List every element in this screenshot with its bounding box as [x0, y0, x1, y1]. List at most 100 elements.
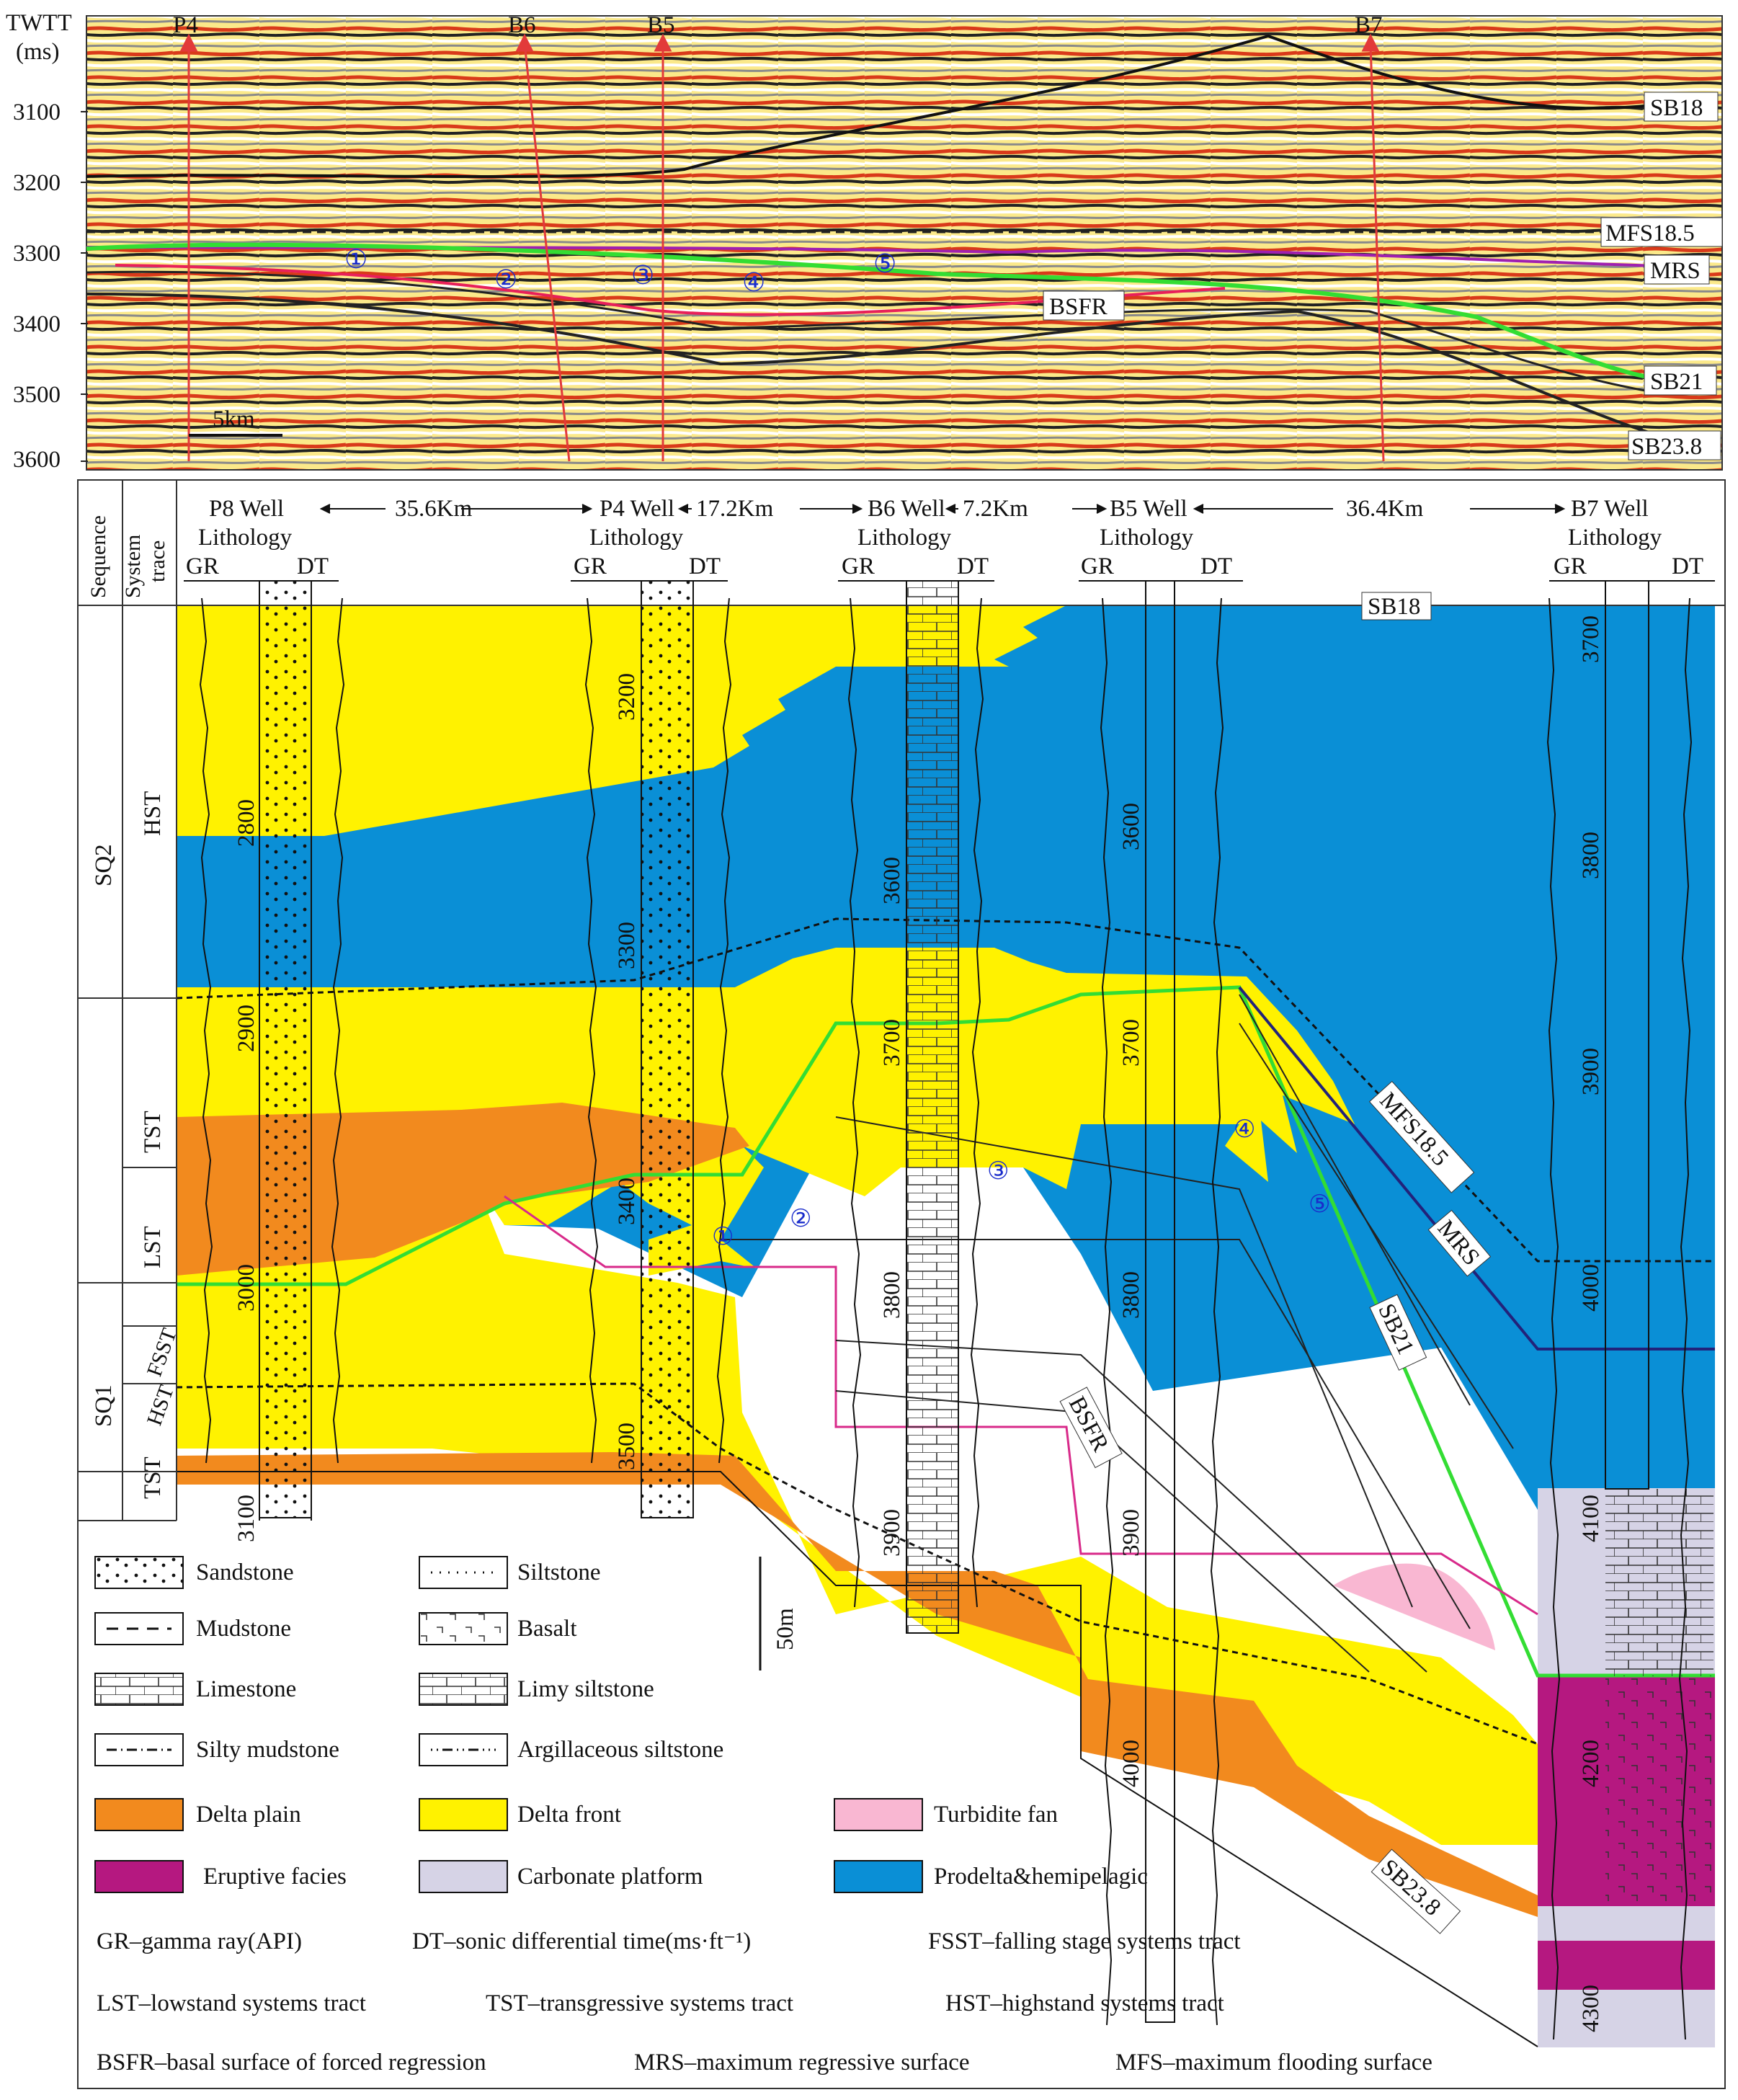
facies-delta-front-tst [177, 948, 1355, 1276]
legend-carbonate: Carbonate platform [517, 1864, 703, 1890]
seismic-markers: ① ② ③ ④ ⑤ [344, 245, 896, 297]
abbr-gr: GR–gamma ray(API) [97, 1928, 302, 1954]
dt-b6: DT [957, 553, 989, 579]
marker-4: ④ [742, 268, 765, 297]
legend: Sandstone Siltstone Mudstone Basalt Lime… [94, 1556, 1432, 2075]
dt-p8: DT [297, 553, 329, 579]
facies-eruptive-lower [1538, 1941, 1715, 1990]
depth-p8: 3100 [233, 1495, 259, 1542]
label-sb18: SB18 [1650, 95, 1703, 121]
depth-p8: 2800 [233, 799, 259, 847]
marker-3: ③ [631, 261, 654, 290]
distance-3: 7.2Km [963, 496, 1028, 522]
dt-log-p4 [716, 597, 732, 1464]
legend-sandstone: Sandstone [196, 1560, 294, 1585]
b7-limestone [1605, 1489, 1714, 1676]
depth-p4: 3500 [614, 1423, 640, 1470]
legend-siltstone: Siltstone [517, 1560, 601, 1585]
depth-b6: 3800 [879, 1271, 905, 1319]
header-sequence: Sequence [86, 515, 110, 598]
label-mfs: MFS18.5 [1605, 221, 1695, 246]
lithology-b5: Lithology [1100, 525, 1194, 551]
gr-log-b6 [847, 597, 862, 1608]
distance-1: 35.6Km [395, 496, 473, 522]
legend-swatch-argillaceous-siltstone [419, 1733, 508, 1766]
dt-log-b6 [970, 597, 984, 1608]
legend-eruptive: Eruptive facies [203, 1864, 347, 1890]
abbr-bsfr: BSFR–basal surface of forced regression [97, 2050, 486, 2075]
correlation-section: Sequence System trace SQ2 SQ1 HST TST LS… [77, 479, 1726, 2089]
legend-swatch-basalt [419, 1612, 508, 1645]
well-label-b7: B7 [1355, 12, 1383, 38]
hst-boundary-dotted [176, 917, 1715, 1263]
time-tick: 3300 [13, 241, 61, 267]
correlation-lines [721, 994, 1514, 1673]
legend-swatch-carbonate [419, 1860, 508, 1893]
gr-b6: GR [842, 553, 875, 579]
seismic-surface-labels: SB18 MFS18.5 MRS SB21 SB23.8 BSFR [1043, 92, 1723, 461]
depth-b5: 3900 [1118, 1509, 1144, 1557]
seismic-panel: TWTT (ms) 3100 3200 3300 3400 3500 3600 … [6, 10, 1723, 473]
depth-p8: 2900 [233, 1005, 259, 1052]
depth-b7: 4100 [1578, 1495, 1604, 1542]
time-tick: 3100 [13, 99, 61, 125]
section-marker-3: ③ [987, 1158, 1009, 1185]
section-marker-1: ① [712, 1224, 734, 1250]
header-system-2: trace [146, 540, 169, 582]
facies-carbonate-mid [1538, 1906, 1715, 1941]
seismic-image [86, 16, 1722, 470]
well-label-b6: B6 [508, 12, 536, 38]
gr-p8: GR [186, 553, 219, 579]
depth-b7: 4200 [1578, 1740, 1604, 1787]
depth-b7: 4300 [1578, 1985, 1604, 2032]
gr-log-p8 [199, 597, 213, 1464]
legend-delta-plain: Delta plain [196, 1802, 301, 1828]
legend-swatch-mudstone [94, 1612, 184, 1645]
well-name-b7: B7 Well [1571, 496, 1649, 522]
legend-swatch-delta-plain [94, 1798, 184, 1831]
seismic-wells [179, 33, 1385, 462]
depth-b5: 4000 [1118, 1740, 1144, 1787]
label-bsfr: BSFR [1049, 294, 1108, 320]
bsfr-horizon [86, 270, 1658, 394]
time-tick: 3600 [13, 447, 61, 473]
abbr-dt: DT–sonic differential time(ms·ft⁻¹) [412, 1928, 751, 1954]
tract-lst: LST [140, 1226, 166, 1268]
dt-log-b7 [1678, 597, 1693, 2040]
well-name-b5: B5 Well [1110, 496, 1187, 522]
tract-tst-lower: TST [140, 1456, 166, 1499]
label-sb238: SB23.8 [1631, 434, 1702, 460]
section-marker-2: ② [790, 1206, 811, 1232]
abbr-tst: TST–transgressive systems tract [486, 1990, 793, 2016]
well-name-b6: B6 Well [868, 496, 945, 522]
depth-p8: 3000 [233, 1264, 259, 1312]
well-label-p4: P4 [173, 12, 198, 38]
depth-p4: 3200 [614, 673, 640, 721]
depth-b6: 3700 [879, 1019, 905, 1067]
header-system-1: System [121, 535, 145, 598]
dt-b5: DT [1200, 553, 1232, 579]
lithology-p4: Lithology [589, 525, 684, 551]
well-columns [259, 580, 1714, 2023]
gr-b5: GR [1081, 553, 1114, 579]
sq-boundary-dotted [176, 1382, 1538, 1745]
distance-2: 17.2Km [696, 496, 774, 522]
label-mrs: MRS [1650, 258, 1701, 284]
dt-log-p8 [331, 597, 345, 1464]
lithology-column-b6 [906, 580, 959, 1634]
distance-4: 36.4Km [1346, 496, 1424, 522]
facies-turbidite-fan [1333, 1563, 1495, 1650]
dt-b7: DT [1672, 553, 1703, 579]
abbr-fsst: FSST–falling stage systems tract [928, 1928, 1241, 1954]
legend-swatch-silty-mudstone [94, 1733, 184, 1766]
legend-limestone: Limestone [196, 1676, 296, 1702]
facies-prodelta [177, 605, 1715, 1686]
section-marker-5: ⑤ [1309, 1191, 1330, 1218]
sb21-line [177, 985, 1715, 1678]
sb238-horizon [86, 293, 1680, 442]
time-tick: 3200 [13, 170, 61, 196]
legend-swatch-delta-front [419, 1798, 508, 1831]
legend-swatch-prodelta [834, 1860, 923, 1893]
depth-b5: 3700 [1118, 1019, 1144, 1067]
